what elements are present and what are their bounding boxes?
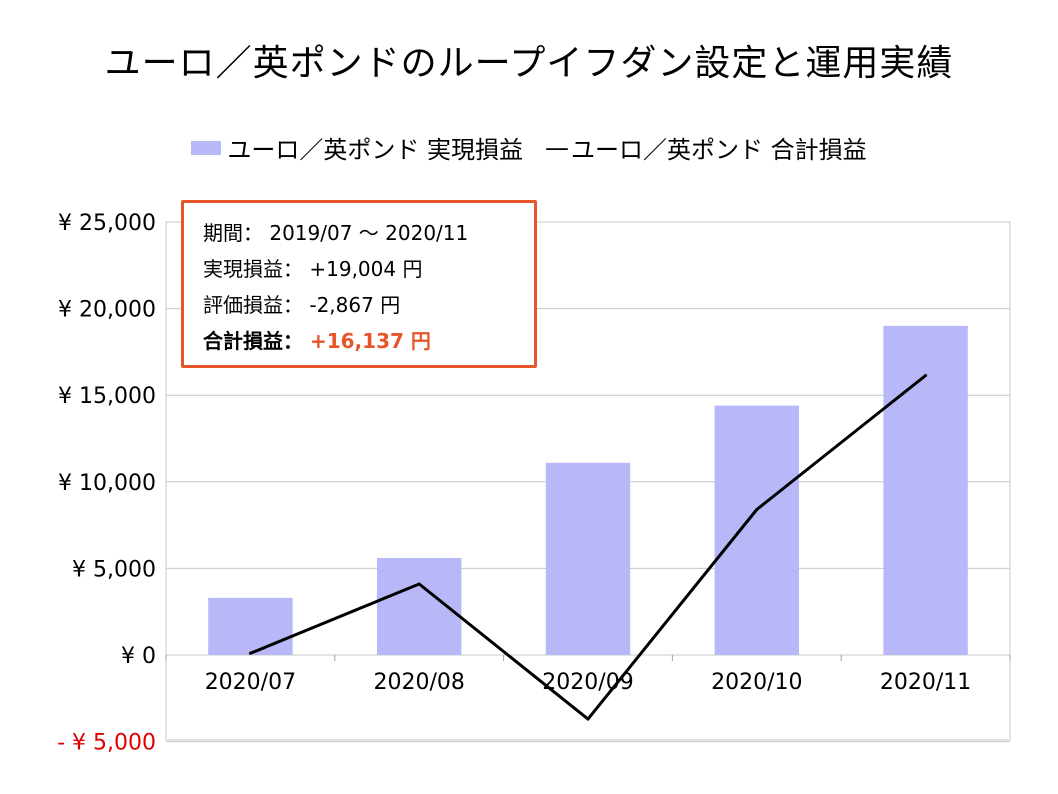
y-tick-label: ¥ 5,000	[72, 557, 156, 582]
realized-row: 実現損益： +19,004 円	[203, 251, 534, 287]
bar	[208, 597, 293, 655]
unrealized-value: -2,867 円	[309, 293, 401, 317]
period-row: 期間： 2019/07 ～ 2020/11	[203, 215, 534, 251]
line-point	[417, 582, 421, 586]
line-point	[586, 717, 590, 721]
bar	[714, 405, 799, 655]
y-tick-label: ¥ 10,000	[58, 471, 156, 496]
y-tick-label: ¥ 25,000	[58, 211, 156, 236]
y-tick-label: - ¥ 5,000	[57, 731, 156, 756]
y-tick-label: ¥ 0	[121, 644, 156, 669]
chart-title: ユーロ／英ポンドのループイフダン設定と運用実績	[104, 43, 954, 84]
period-value: 2019/07 ～ 2020/11	[269, 221, 469, 245]
y-tick-label: ¥ 15,000	[58, 384, 156, 409]
unrealized-label: 評価損益：	[203, 293, 303, 317]
x-tick-label: 2020/07	[205, 670, 296, 695]
realized-label: 実現損益：	[203, 257, 303, 281]
bar	[545, 462, 631, 655]
line-point	[248, 651, 252, 655]
legend: ユーロ／英ポンド 実現損益 — ユーロ／英ポンド 合計損益	[0, 130, 1058, 165]
total-row: 合計損益： +16,137 円	[203, 323, 534, 359]
realized-value: +19,004 円	[309, 257, 423, 281]
total-value: +16,137 円	[309, 329, 431, 353]
summary-box: 期間： 2019/07 ～ 2020/11 実現損益： +19,004 円 評価…	[181, 200, 537, 368]
x-tick-label: 2020/09	[542, 670, 633, 695]
line-point	[755, 508, 759, 512]
legend-bar-label: ユーロ／英ポンド 実現損益	[227, 136, 523, 164]
period-label: 期間：	[203, 221, 263, 245]
unrealized-row: 評価損益： -2,867 円	[203, 287, 534, 323]
y-tick-label: ¥ 20,000	[58, 298, 156, 323]
bar	[883, 325, 968, 655]
legend-bar-swatch	[191, 140, 222, 155]
legend-line-mark: —	[545, 133, 569, 162]
x-tick-label: 2020/11	[880, 670, 971, 695]
total-label: 合計損益：	[203, 329, 303, 353]
line-point	[924, 374, 928, 378]
legend-line-label: ユーロ／英ポンド 合計損益	[571, 136, 867, 164]
x-tick-label: 2020/08	[373, 670, 464, 695]
x-tick-label: 2020/10	[711, 670, 802, 695]
